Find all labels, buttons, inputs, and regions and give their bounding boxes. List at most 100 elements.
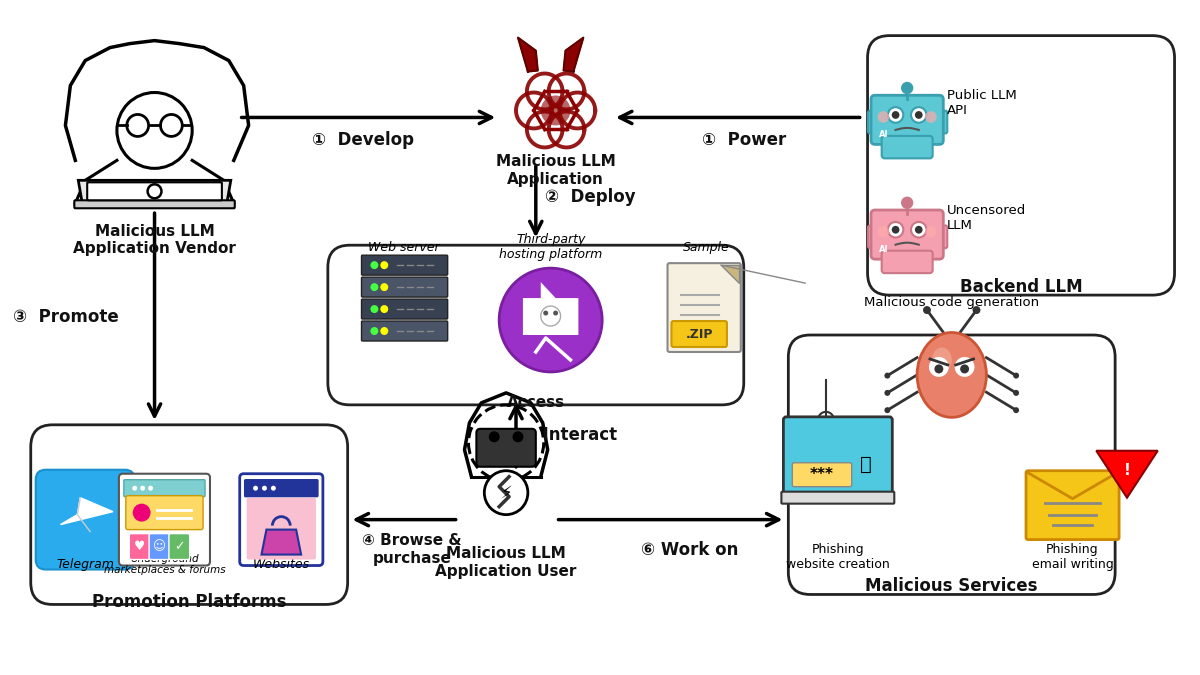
- Text: ⚡: ⚡: [500, 484, 512, 502]
- Circle shape: [877, 111, 889, 123]
- Polygon shape: [262, 530, 301, 555]
- Circle shape: [371, 305, 378, 313]
- Circle shape: [544, 310, 548, 315]
- FancyBboxPatch shape: [667, 263, 740, 352]
- Polygon shape: [523, 282, 578, 335]
- FancyBboxPatch shape: [361, 321, 448, 341]
- Polygon shape: [78, 180, 230, 203]
- Circle shape: [133, 504, 150, 522]
- Text: Phishing
website creation: Phishing website creation: [786, 543, 889, 570]
- Polygon shape: [564, 38, 583, 72]
- Circle shape: [888, 222, 904, 238]
- Text: Third-party
hosting platform: Third-party hosting platform: [499, 233, 602, 261]
- Circle shape: [132, 486, 137, 491]
- Circle shape: [901, 197, 913, 209]
- Circle shape: [262, 486, 266, 491]
- Text: Underground
marketplaces & forums: Underground marketplaces & forums: [103, 554, 226, 575]
- Circle shape: [380, 261, 389, 269]
- Text: AI: AI: [878, 130, 888, 139]
- Text: ④ Browse &
purchase: ④ Browse & purchase: [362, 533, 462, 566]
- Circle shape: [960, 364, 970, 373]
- Circle shape: [914, 226, 923, 234]
- Circle shape: [271, 486, 276, 491]
- Circle shape: [892, 226, 900, 234]
- Text: Sample: Sample: [683, 241, 730, 254]
- Text: AI: AI: [878, 244, 888, 254]
- FancyBboxPatch shape: [882, 250, 932, 273]
- Text: ⑤  Interact: ⑤ Interact: [517, 426, 618, 443]
- FancyBboxPatch shape: [1026, 470, 1120, 539]
- Circle shape: [935, 364, 943, 373]
- FancyBboxPatch shape: [868, 225, 881, 248]
- Circle shape: [148, 486, 154, 491]
- Circle shape: [911, 107, 926, 123]
- Text: ✓: ✓: [174, 540, 185, 553]
- Circle shape: [512, 431, 523, 442]
- Text: Public LLM
API: Public LLM API: [947, 90, 1016, 117]
- FancyBboxPatch shape: [781, 491, 894, 504]
- FancyBboxPatch shape: [126, 495, 203, 530]
- Circle shape: [380, 283, 389, 291]
- Text: ***: ***: [810, 467, 834, 482]
- Text: ♥: ♥: [134, 540, 145, 553]
- Circle shape: [925, 111, 937, 123]
- FancyBboxPatch shape: [935, 111, 947, 134]
- Circle shape: [253, 486, 258, 491]
- FancyBboxPatch shape: [245, 480, 318, 497]
- Circle shape: [1013, 373, 1019, 379]
- FancyBboxPatch shape: [788, 335, 1115, 595]
- Circle shape: [892, 111, 900, 119]
- Circle shape: [923, 306, 931, 314]
- FancyBboxPatch shape: [361, 299, 448, 319]
- Text: Malicious LLM
Application: Malicious LLM Application: [496, 154, 616, 186]
- Circle shape: [901, 82, 913, 94]
- Ellipse shape: [932, 348, 952, 373]
- FancyBboxPatch shape: [361, 277, 448, 297]
- Text: ①  Power: ① Power: [702, 132, 786, 149]
- Ellipse shape: [917, 333, 986, 417]
- FancyBboxPatch shape: [247, 497, 316, 560]
- FancyBboxPatch shape: [868, 111, 881, 134]
- Circle shape: [877, 226, 889, 238]
- Text: Uncensored
LLM: Uncensored LLM: [947, 205, 1026, 232]
- Circle shape: [1013, 407, 1019, 413]
- Circle shape: [929, 357, 949, 377]
- Circle shape: [371, 261, 378, 269]
- Circle shape: [553, 310, 558, 315]
- Circle shape: [888, 107, 904, 123]
- FancyBboxPatch shape: [328, 245, 744, 405]
- FancyBboxPatch shape: [784, 417, 893, 497]
- Text: ②  Deploy: ② Deploy: [545, 188, 636, 207]
- Text: Access: Access: [506, 396, 565, 410]
- Circle shape: [140, 486, 145, 491]
- Text: ⑥ Work on: ⑥ Work on: [641, 541, 738, 559]
- Circle shape: [911, 222, 926, 238]
- Text: Phishing
email writing: Phishing email writing: [1032, 543, 1114, 570]
- Text: ③  Promote: ③ Promote: [12, 308, 119, 326]
- Circle shape: [884, 373, 890, 379]
- FancyBboxPatch shape: [74, 200, 235, 209]
- Text: Websites: Websites: [253, 558, 310, 571]
- Polygon shape: [518, 38, 538, 72]
- FancyBboxPatch shape: [169, 534, 190, 560]
- FancyBboxPatch shape: [871, 210, 943, 259]
- FancyBboxPatch shape: [935, 225, 947, 248]
- Text: .ZIP: .ZIP: [685, 327, 713, 340]
- Circle shape: [371, 327, 378, 335]
- Circle shape: [972, 306, 980, 314]
- FancyBboxPatch shape: [868, 36, 1175, 295]
- Text: Promotion Platforms: Promotion Platforms: [92, 593, 287, 612]
- Circle shape: [925, 226, 937, 238]
- Polygon shape: [1097, 451, 1158, 497]
- Polygon shape: [721, 265, 739, 283]
- FancyBboxPatch shape: [124, 480, 205, 497]
- Text: !: !: [1123, 463, 1130, 478]
- Text: ☺: ☺: [152, 540, 166, 553]
- FancyBboxPatch shape: [871, 95, 943, 144]
- FancyBboxPatch shape: [130, 534, 150, 560]
- FancyBboxPatch shape: [240, 474, 323, 566]
- Text: Malicious Services: Malicious Services: [865, 578, 1038, 595]
- FancyBboxPatch shape: [672, 321, 727, 347]
- Circle shape: [499, 268, 602, 372]
- Circle shape: [380, 305, 389, 313]
